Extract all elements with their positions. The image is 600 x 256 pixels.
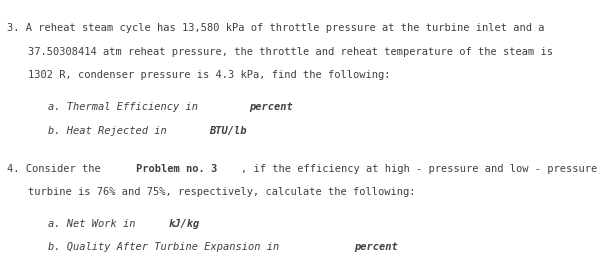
Text: a. Net Work in: a. Net Work in (48, 219, 142, 229)
Text: Problem no. 3: Problem no. 3 (136, 164, 217, 174)
Text: percent: percent (355, 242, 398, 252)
Text: 1302 R, condenser pressure is 4.3 kPa, find the following:: 1302 R, condenser pressure is 4.3 kPa, f… (28, 70, 390, 80)
Text: 4. Consider the: 4. Consider the (7, 164, 107, 174)
Text: turbine is 76% and 75%, respectively, calculate the following:: turbine is 76% and 75%, respectively, ca… (28, 187, 415, 197)
Text: percent: percent (250, 102, 293, 112)
Text: a. Thermal Efficiency in: a. Thermal Efficiency in (48, 102, 204, 112)
Text: 3. A reheat steam cycle has 13,580 kPa of throttle pressure at the turbine inlet: 3. A reheat steam cycle has 13,580 kPa o… (7, 23, 545, 33)
Text: BTU/lb: BTU/lb (209, 126, 247, 136)
Text: b. Heat Rejected in: b. Heat Rejected in (48, 126, 173, 136)
Text: kJ/kg: kJ/kg (169, 219, 200, 229)
Text: , if the efficiency at high - pressure and low - pressure: , if the efficiency at high - pressure a… (241, 164, 598, 174)
Text: b. Quality After Turbine Expansion in: b. Quality After Turbine Expansion in (48, 242, 286, 252)
Text: 37.50308414 atm reheat pressure, the throttle and reheat temperature of the stea: 37.50308414 atm reheat pressure, the thr… (28, 47, 553, 57)
